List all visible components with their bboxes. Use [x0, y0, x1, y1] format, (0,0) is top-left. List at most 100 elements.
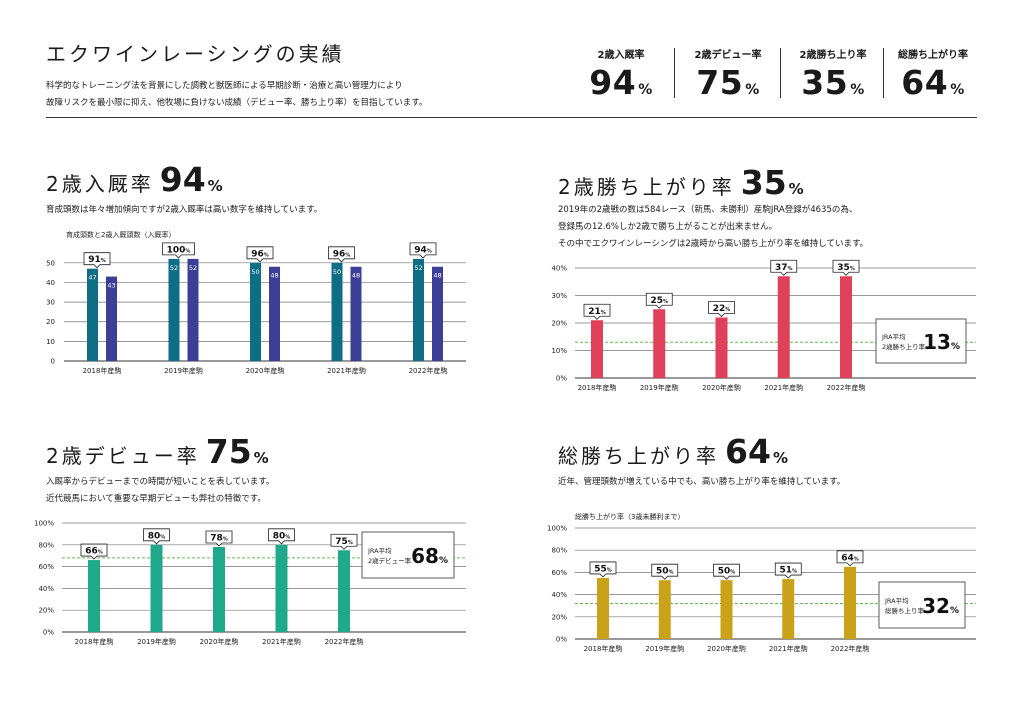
bar — [338, 550, 350, 632]
top-stat-value: 94 — [589, 63, 637, 102]
reference-label: 2歳勝ち上り率 — [882, 342, 926, 351]
y-tick-label: 100% — [34, 520, 54, 528]
value-callout: 50% — [718, 567, 736, 577]
x-tick-label: 2018年産駒 — [578, 383, 617, 392]
value-callout: 21% — [588, 307, 606, 317]
top-stat-unit: % — [950, 82, 965, 98]
value-callout: 96% — [333, 249, 351, 259]
bar-value-label: 50 — [251, 268, 259, 276]
top-stat-unit: % — [850, 82, 865, 98]
value-callout-box — [162, 242, 195, 259]
x-tick-label: 2018年産駒 — [75, 637, 114, 646]
value-callout-box — [80, 543, 108, 560]
section-title-unit: % — [207, 177, 223, 195]
value-callout-box — [143, 528, 170, 545]
bar-value-label: 52 — [414, 264, 422, 272]
section-title-value: 64 — [725, 432, 771, 471]
bar — [844, 566, 856, 639]
reference-value: 13% — [923, 330, 960, 354]
top-stat-kachiagari: 2歳勝ち上り率 35% — [785, 46, 881, 110]
chart-nyukyu: 育成頭数と2歳入厩頭数（入厩率） 0 10 20 30 40 50 2018年産駒 47 43 91… — [46, 230, 466, 375]
x-tick-label: 2019年産駒 — [164, 366, 203, 375]
reference-label: 2歳デビュー率 — [368, 556, 412, 565]
value-callout-box — [836, 550, 864, 567]
bar — [777, 276, 790, 378]
top-stat-label: 2歳デビュー率 — [694, 50, 762, 61]
value-callout: 75% — [335, 537, 353, 547]
y-tick-label: 60% — [38, 563, 54, 571]
bar — [597, 577, 609, 639]
y-tick-label: 100% — [547, 525, 567, 533]
bar — [250, 262, 261, 361]
chart-title: 総勝ち上がり率（3歳未勝利まで） — [575, 512, 684, 521]
value-callout: 64% — [841, 553, 859, 563]
bar — [591, 320, 603, 378]
bar — [150, 544, 163, 632]
value-callout-box — [832, 259, 860, 276]
reference-value: 68% — [411, 544, 448, 568]
x-tick-label: 2022年産駒 — [831, 644, 870, 653]
y-tick-label: 20% — [38, 607, 54, 615]
y-tick-label: 0% — [556, 636, 567, 644]
value-callout-box — [708, 301, 735, 318]
section-title-text: 総勝ち上がり率 — [558, 444, 719, 468]
value-callout: 80% — [148, 531, 166, 541]
bar-value-label: 50 — [333, 268, 341, 276]
top-stat-value: 64 — [901, 63, 949, 102]
stat-divider — [674, 48, 675, 98]
bar — [88, 560, 100, 632]
value-callout: 35% — [837, 263, 855, 273]
value-callout-box — [713, 563, 740, 580]
x-tick-label: 2020年産駒 — [702, 383, 741, 392]
reference-label: 総勝ち上り率 — [885, 606, 925, 615]
section-desc-total: 近年、管理頭数が増えている中でも、高い勝ち上がり率を維持しています。 — [558, 474, 845, 491]
x-tick-label: 2018年産駒 — [83, 366, 122, 375]
x-tick-label: 2021年産駒 — [262, 637, 301, 646]
section-desc-debut: 入厩率からデビューまでの時間が短いことを表しています。 近代競馬において重要な早… — [46, 474, 274, 508]
x-tick-label: 2019年産駒 — [645, 644, 684, 653]
section-title-text: 2歳入厩率 — [46, 172, 154, 196]
y-tick-label: 40% — [551, 591, 567, 599]
section-title-text: 2歳勝ち上がり率 — [558, 175, 735, 199]
top-stat-value: 35 — [801, 63, 849, 102]
value-callout: 80% — [273, 531, 291, 541]
bar-value-label: 48 — [352, 272, 360, 280]
bar — [350, 266, 362, 361]
section-title-text: 2歳デビュー率 — [46, 444, 200, 468]
page-title: エクワインレーシングの実績 — [46, 42, 345, 66]
x-tick-label: 2021年産駒 — [764, 383, 803, 392]
x-tick-label: 2020年産駒 — [200, 637, 239, 646]
y-tick-label: 80% — [551, 547, 567, 555]
top-stat-label: 2歳入厩率 — [597, 50, 645, 61]
desc-line: 近代競馬において重要な早期デビューも弊社の特徴です。 — [46, 494, 266, 504]
value-callout: 50% — [656, 567, 674, 577]
value-callout-box — [330, 533, 358, 550]
section-desc-kachiagari2: 2019年の2歳戦の数は584レース（新馬、未勝利）産駒JRA登録が4635の為… — [558, 202, 868, 253]
bar — [658, 580, 671, 639]
bar — [187, 258, 199, 361]
y-tick-label: 50 — [46, 259, 55, 267]
chart-kachiagari2: 0% 10% 20% 30% 40% 2018年産駒 21% 2019年産駒 25% 2020年産… — [551, 259, 976, 392]
top-stat-total: 総勝ち上がり率 64% — [885, 46, 981, 110]
x-tick-label: 2019年産駒 — [137, 637, 176, 646]
section-title-unit: % — [253, 449, 269, 467]
bar-value-label: 52 — [170, 264, 178, 272]
x-tick-label: 2018年産駒 — [584, 644, 623, 653]
reference-label: JRA平均 — [884, 596, 909, 605]
x-tick-label: 2019年産駒 — [640, 383, 679, 392]
section-desc-nyukyu: 育成頭数は年々増加傾向ですが2歳入厩率は高い数字を維持しています。 — [46, 202, 322, 219]
bar — [275, 544, 288, 632]
top-stat-label: 総勝ち上がり率 — [898, 50, 968, 61]
header-rule — [46, 117, 977, 118]
top-stat-nyukyu: 2歳入厩率 94% — [573, 46, 669, 110]
desc-line: 登録馬の12.6%しか2歳で勝ち上がることが出来ません。 — [558, 222, 778, 232]
section-title-unit: % — [772, 449, 788, 467]
value-callout: 22% — [713, 304, 731, 314]
desc-line: 育成頭数は年々増加傾向ですが2歳入厩率は高い数字を維持しています。 — [46, 205, 323, 215]
value-callout-box — [205, 530, 233, 547]
section-title-value: 94 — [159, 160, 206, 199]
y-tick-label: 30% — [551, 292, 567, 300]
reference-box — [361, 531, 455, 579]
value-callout: 55% — [594, 564, 612, 574]
chart-debut: 0% 20% 40% 60% 80% 100% 2018年産駒 66% 2019年産駒 80% 20… — [34, 520, 466, 646]
